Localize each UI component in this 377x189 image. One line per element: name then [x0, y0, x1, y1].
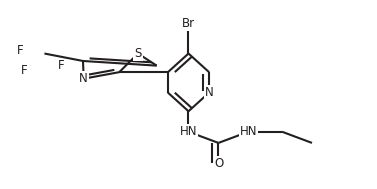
Text: F: F	[20, 64, 27, 77]
Text: N: N	[79, 72, 88, 85]
Text: Br: Br	[182, 17, 195, 30]
Text: F: F	[58, 59, 64, 72]
Text: HN: HN	[240, 125, 257, 138]
Text: O: O	[215, 157, 224, 170]
Text: N: N	[205, 86, 213, 99]
Text: HN: HN	[180, 125, 197, 138]
Text: F: F	[17, 44, 23, 57]
Text: S: S	[134, 47, 142, 60]
